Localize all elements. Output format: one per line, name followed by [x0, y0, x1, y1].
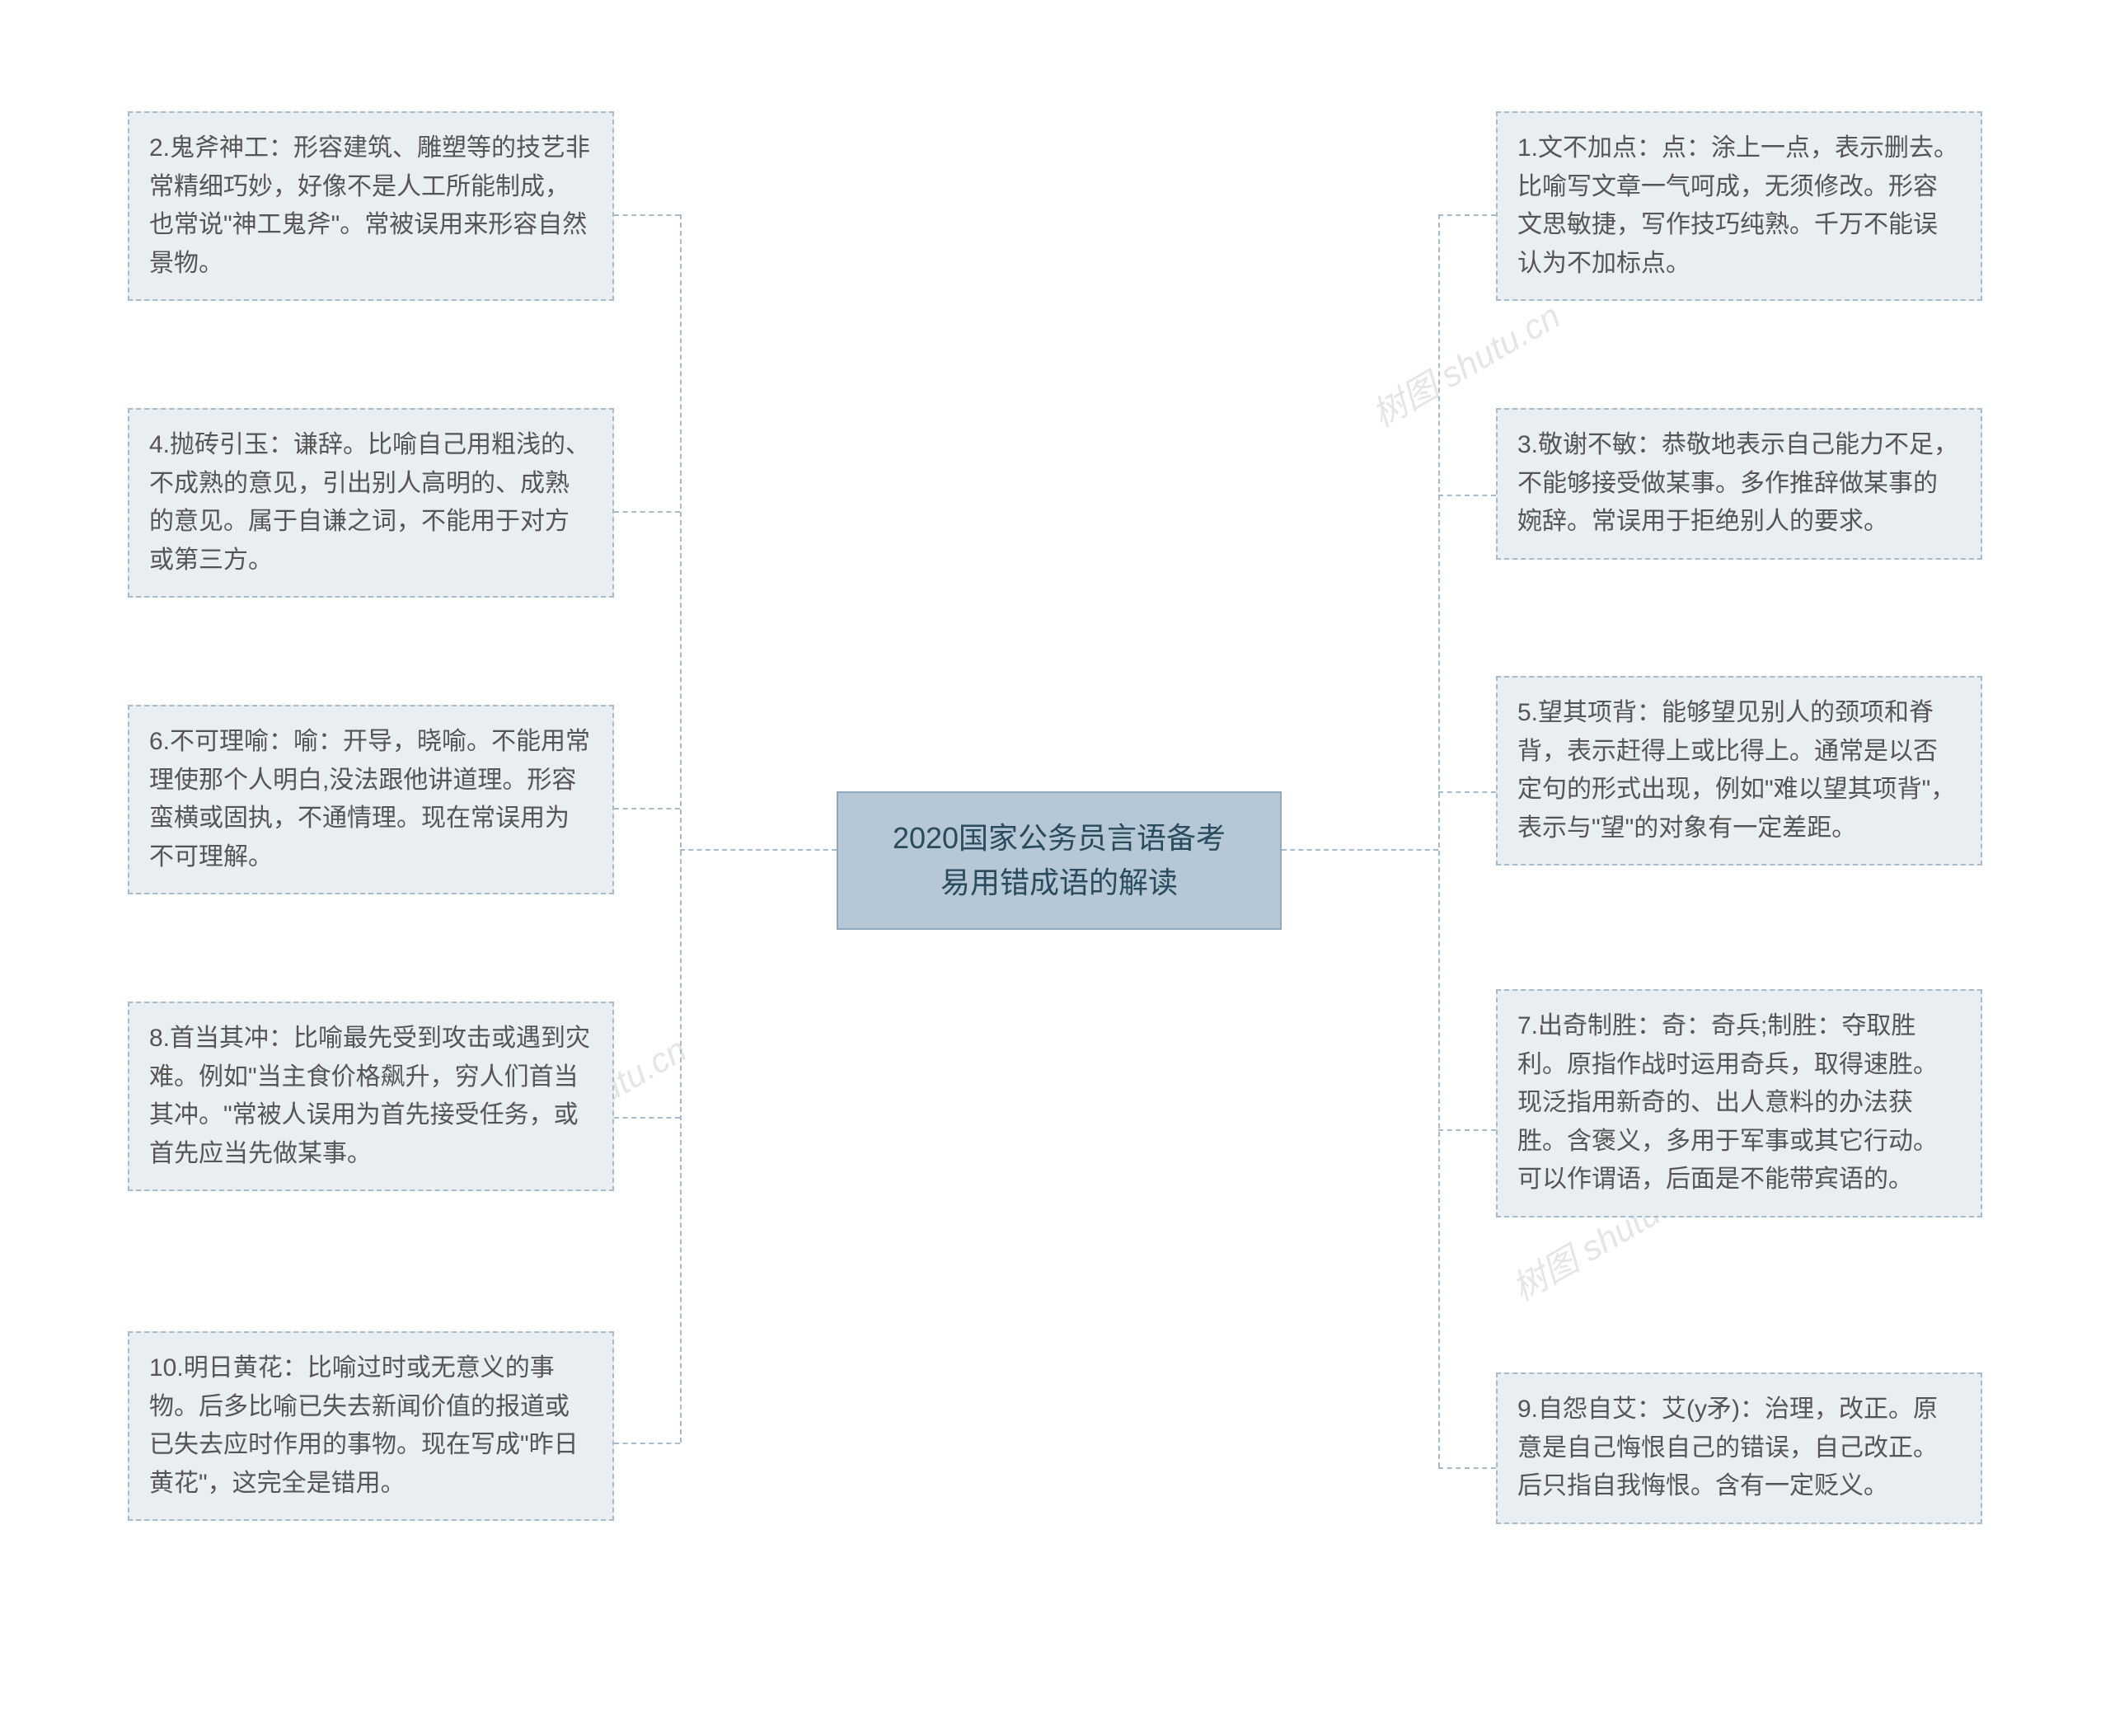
center-node: 2020国家公务员言语备考 易用错成语的解读 — [837, 791, 1282, 930]
branch-node-6: 6.不可理喻：喻：开导，晓喻。不能用常理使那个人明白,没法跟他讲道理。形容蛮横或… — [128, 705, 614, 894]
connector — [1282, 849, 1438, 851]
connector — [680, 849, 837, 851]
connector — [1438, 214, 1496, 216]
connector — [1438, 214, 1440, 1467]
connector — [614, 511, 680, 513]
branch-node-8: 8.首当其冲：比喻最先受到攻击或遇到灾难。例如"当主食价格飙升，穷人们首当其冲。… — [128, 1002, 614, 1191]
connector — [614, 1117, 680, 1119]
branch-node-7: 7.出奇制胜：奇：奇兵;制胜：夺取胜利。原指作战时运用奇兵，取得速胜。现泛指用新… — [1496, 989, 1982, 1218]
branch-node-1: 1.文不加点：点：涂上一点，表示删去。比喻写文章一气呵成，无须修改。形容文思敏捷… — [1496, 111, 1982, 301]
branch-node-10: 10.明日黄花：比喻过时或无意义的事物。后多比喻已失去新闻价值的报道或已失去应时… — [128, 1331, 614, 1521]
connector — [1438, 495, 1496, 496]
branch-node-9: 9.自怨自艾：艾(y矛)：治理，改正。原意是自己悔恨自己的错误，自己改正。后只指… — [1496, 1372, 1982, 1524]
connector — [614, 1443, 680, 1444]
connector — [680, 214, 682, 1443]
branch-node-3: 3.敬谢不敏：恭敬地表示自己能力不足，不能够接受做某事。多作推辞做某事的婉辞。常… — [1496, 408, 1982, 560]
branch-node-4: 4.抛砖引玉：谦辞。比喻自己用粗浅的、不成熟的意见，引出别人高明的、成熟的意见。… — [128, 408, 614, 598]
connector — [1438, 791, 1496, 793]
connector — [1438, 1467, 1496, 1469]
connector — [614, 214, 680, 216]
connector — [614, 808, 680, 809]
branch-node-5: 5.望其项背：能够望见别人的颈项和脊背，表示赶得上或比得上。通常是以否定句的形式… — [1496, 676, 1982, 866]
connector — [1438, 1129, 1496, 1131]
mindmap-canvas: 树图 shutu.cn 树图 shutu.cn 树图 shutu.cn 树图 s… — [0, 0, 2110, 1736]
branch-node-2: 2.鬼斧神工：形容建筑、雕塑等的技艺非常精细巧妙，好像不是人工所能制成，也常说"… — [128, 111, 614, 301]
